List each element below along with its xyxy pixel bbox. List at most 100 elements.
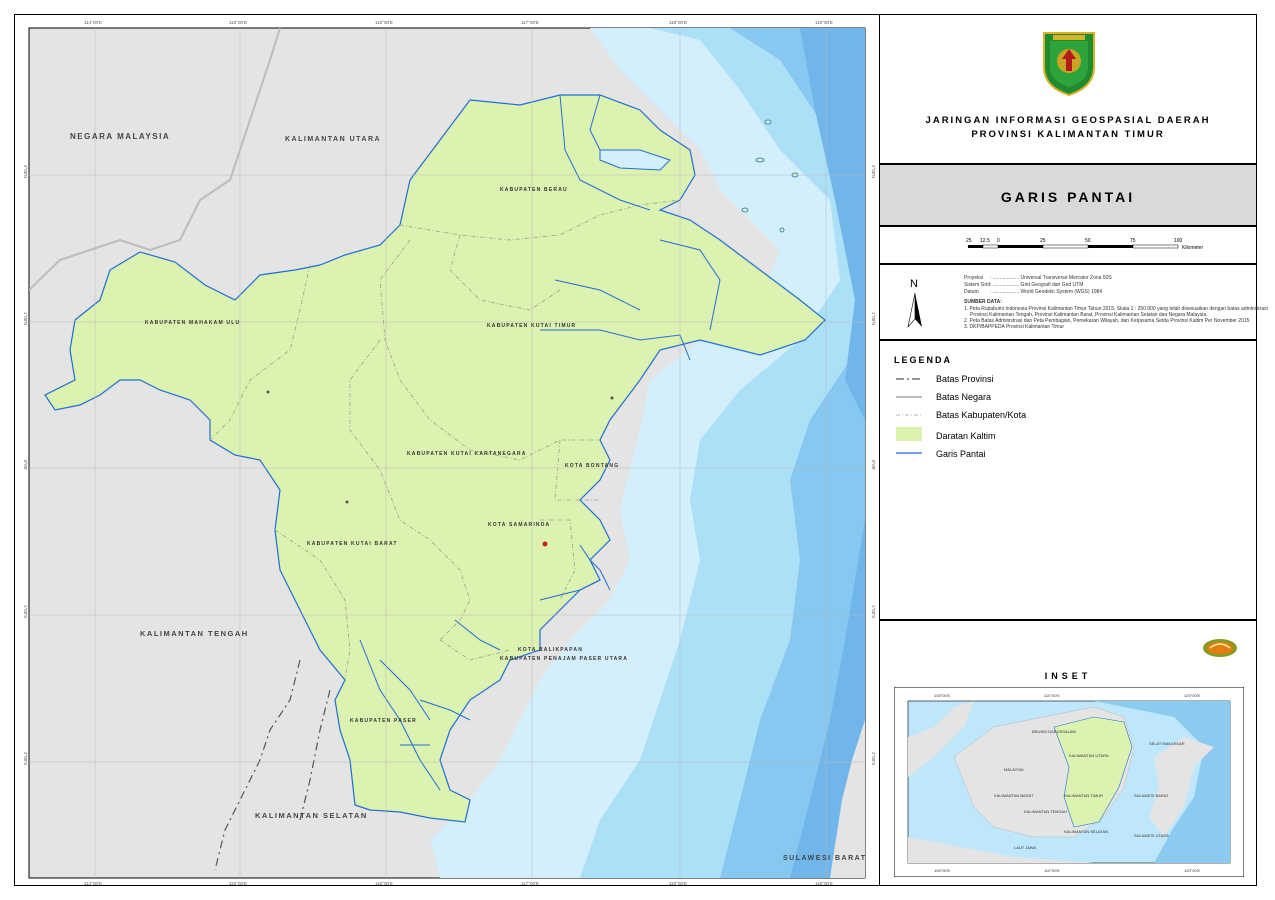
- inset-label-brunei: BRUNEI DARUSSALAM: [1032, 729, 1076, 734]
- bottom-tick: 114°00'E: [84, 881, 102, 886]
- bottom-tick: 119°00'E: [815, 881, 833, 886]
- label-kukar: KABUPATEN KUTAI KARTANEGARA: [407, 451, 527, 457]
- proj-label: Proyeksi: [964, 275, 984, 281]
- right-tick: 2°00'S: [871, 752, 876, 765]
- inset-panel: INSET 105°00'E 110°00'E 120°00'E 105°00'…: [879, 620, 1257, 886]
- label-kubar: KABUPATEN KUTAI BARAT: [307, 541, 398, 547]
- top-tick: 118°00'E: [669, 20, 687, 25]
- top-tick: 116°00'E: [375, 20, 393, 25]
- north-arrow-icon: N: [907, 278, 922, 329]
- inset-label-kalteng: KALIMANTAN TENGAH: [1024, 809, 1067, 814]
- inset-label-kalsel: KALIMANTAN SELATAN: [1064, 829, 1108, 834]
- top-tick: 117°00'E: [521, 20, 539, 25]
- legend-panel: LEGENDA Batas Provinsi Batas Negara Bata…: [879, 340, 1257, 620]
- source-2: 2. Peta Batas Administrasi dan Peta Pemb…: [964, 318, 1250, 324]
- header-title-line2: PROVINSI KALIMANTAN TIMUR: [971, 129, 1165, 140]
- top-tick: 114°00'E: [84, 20, 102, 25]
- scale-label: 100: [1174, 238, 1183, 244]
- inset-label-selat: SELAT MAKASSAR: [1149, 741, 1185, 746]
- label-ppu: KABUPATEN PENAJAM PASER UTARA: [500, 656, 628, 662]
- left-tick: 0°00': [23, 460, 28, 470]
- main-map[interactable]: NEGARA MALAYSIA KALIMANTAN UTARA KALIMAN…: [0, 0, 880, 900]
- inset-top-tick: 105°00'E: [934, 693, 950, 698]
- inset-label-kaltim: KALIMANTAN TIMUR: [1064, 793, 1103, 798]
- bottom-tick: 116°00'E: [375, 881, 393, 886]
- province-border: [214, 659, 301, 871]
- source-1b: Provinsi Kalimantan Tengah, Provinsi Kal…: [970, 312, 1208, 318]
- legend-item: Batas Provinsi: [936, 374, 994, 384]
- inset-label-malaysia: MALAYSIA: [1004, 767, 1024, 772]
- left-tick: 2°00'S: [23, 752, 28, 765]
- label-balikpapan: KOTA BALIKPAPAN: [518, 647, 583, 653]
- info-panel: N Proyeksi : ................... Univers…: [879, 264, 1268, 340]
- inset-top-tick: 110°00'E: [1044, 693, 1060, 698]
- label-kutim: KABUPATEN KUTAI TIMUR: [487, 323, 576, 329]
- graticule: [29, 28, 865, 878]
- label-sulbar: SULAWESI BARAT: [783, 855, 866, 862]
- source-3: 3. DKP/BAPPEDA Provinsi Kalimantan Timur: [964, 324, 1065, 330]
- legend-item: Garis Pantai: [936, 449, 986, 459]
- province-border-2: [299, 689, 331, 821]
- land-symbol: [896, 427, 922, 441]
- label-berau: KABUPATEN BERAU: [500, 187, 568, 193]
- inset-label-kalbar: KALIMANTAN BARAT: [994, 793, 1034, 798]
- label-kalsel: KALIMANTAN SELATAN: [255, 811, 368, 820]
- legend-item: Batas Negara: [936, 392, 992, 402]
- town-dot: [345, 500, 349, 504]
- scale-bar: 25 12.5 0 25 50 75 100 Kilometer: [966, 238, 1203, 251]
- proj-value: : ................... Universal Transver…: [990, 275, 1112, 281]
- legend-title: LEGENDA: [894, 355, 953, 365]
- datum-value: : ................... World Geodetic Sys…: [990, 289, 1103, 295]
- header-title-line1: JARINGAN INFORMASI GEOSPASIAL DAERAH: [925, 115, 1211, 126]
- source-1: 1. Peta Rupabumi Indonesia Provinsi Kali…: [964, 306, 1268, 312]
- inset-label-sulbar: SULAWESI BARAT: [1134, 793, 1169, 798]
- label-malaysia: NEGARA MALAYSIA: [70, 132, 170, 141]
- bottom-tick: 118°00'E: [669, 881, 687, 886]
- left-tick: 2°00'N: [23, 165, 28, 178]
- label-kalteng: KALIMANTAN TENGAH: [140, 629, 249, 638]
- bottom-tick: 115°00'E: [229, 881, 247, 886]
- scale-label: 75: [1130, 238, 1136, 244]
- inset-top-tick: 120°00'E: [1184, 693, 1200, 698]
- legend-item: Batas Kabupaten/Kota: [936, 410, 1027, 420]
- right-tick: 1°00'S: [871, 605, 876, 618]
- capital-samarinda-dot: [542, 541, 548, 547]
- top-tick: 115°00'E: [229, 20, 247, 25]
- inset-map: 105°00'E 110°00'E 120°00'E 105°00'E 110°…: [894, 687, 1244, 877]
- scale-label: 25: [1040, 238, 1046, 244]
- north-label: N: [910, 278, 918, 290]
- inset-bottom-tick: 120°00'E: [1184, 868, 1200, 873]
- scale-label: 50: [1085, 238, 1091, 244]
- left-tick: 1°00'S: [23, 605, 28, 618]
- map-title: GARIS PANTAI: [1000, 189, 1136, 205]
- sea-deep-2: [800, 28, 865, 420]
- label-paser: KABUPATEN PASER: [350, 718, 417, 724]
- left-tick: 1°00'N: [23, 312, 28, 325]
- agency-logo-icon: [1203, 639, 1237, 657]
- inset-bottom-tick: 105°00'E: [934, 868, 950, 873]
- right-tick: 2°00'N: [871, 165, 876, 178]
- inset-label-sulut: SULAWESI UTARA: [1134, 833, 1169, 838]
- town-dot: [610, 396, 614, 400]
- kaltim-land: [44, 94, 826, 823]
- district-boundaries: [209, 199, 681, 681]
- inset-title: INSET: [1044, 671, 1092, 681]
- label-samarinda: KOTA SAMARINDA: [488, 522, 550, 528]
- legend-symbols: [896, 378, 922, 454]
- label-kaltara: KALIMANTAN UTARA: [285, 136, 381, 143]
- label-bontang: KOTA BONTANG: [565, 463, 619, 469]
- berau-coast-detail: [599, 149, 671, 171]
- town-dot: [266, 390, 270, 394]
- scale-label: 0: [997, 238, 1000, 244]
- scale-label: 25: [966, 238, 972, 244]
- source-title: SUMBER DATA:: [964, 299, 1002, 305]
- datum-label: Datum: [964, 289, 979, 295]
- rivers: [359, 94, 721, 791]
- sea-deep: [720, 28, 865, 878]
- legend-item: Daratan Kaltim: [936, 431, 996, 441]
- scale-unit: Kilometer: [1182, 245, 1203, 251]
- header-panel: JARINGAN INFORMASI GEOSPASIAL DAERAH PRO…: [879, 14, 1257, 164]
- inset-bottom-tick: 110°00'E: [1044, 868, 1060, 873]
- bottom-tick: 117°00'E: [521, 881, 539, 886]
- right-tick: 0°00': [871, 460, 876, 470]
